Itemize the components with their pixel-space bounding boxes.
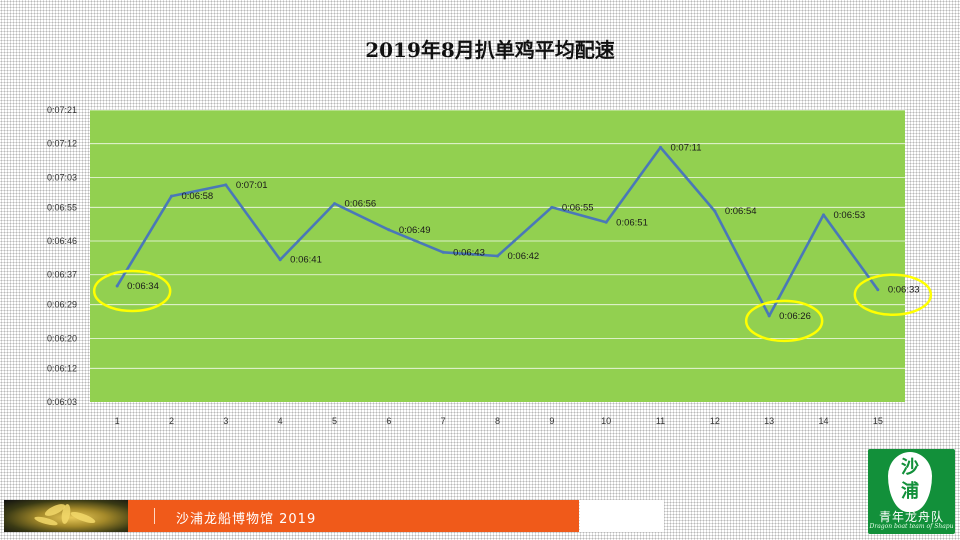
data-label: 0:06:41	[290, 255, 322, 266]
data-label: 0:06:43	[453, 247, 485, 258]
data-point	[767, 314, 771, 318]
data-point	[224, 183, 228, 187]
y-tick-label: 0:06:29	[47, 300, 77, 310]
data-point	[278, 258, 282, 262]
footer-separator	[154, 508, 155, 524]
logo-top-char: 沙	[901, 457, 919, 478]
data-point	[822, 213, 825, 217]
gridlines	[90, 109, 905, 369]
logo-subtext: Dragon boat team of Shapu	[869, 523, 954, 530]
y-tick-label: 0:06:46	[47, 236, 77, 246]
highlight-ellipse	[92, 269, 172, 313]
x-tick-label: 15	[873, 416, 883, 426]
data-label: 0:06:42	[508, 251, 540, 262]
data-label: 0:06:34	[127, 281, 159, 292]
data-labels: 0:06:34 0:06:58 0:07:01 0:06:41 0:06:56 0:06:…	[127, 142, 919, 321]
x-tick-label: 3	[223, 416, 228, 426]
y-axis: 0:06:03 0:06:12 0:06:20 0:06:29 0:06:37 0:06:…	[47, 105, 77, 407]
footer-photo	[4, 500, 128, 532]
chart-title: 2019年8月扒单鸡平均配速	[365, 38, 615, 62]
logo-text: 青年龙舟队	[878, 510, 944, 524]
data-label: 0:06:26	[779, 311, 811, 322]
logo-badge: 沙 浦	[888, 452, 932, 512]
data-point	[441, 250, 445, 254]
y-tick-label: 0:07:12	[47, 139, 77, 149]
x-tick-label: 6	[386, 416, 391, 426]
x-tick-label: 10	[601, 416, 611, 426]
y-tick-label: 0:06:12	[47, 363, 77, 373]
footer-bar: 沙浦龙船博物馆 2019	[4, 500, 579, 532]
logo-bottom-char: 浦	[901, 481, 919, 502]
data-label: 0:06:55	[562, 202, 594, 213]
data-label: 0:06:54	[725, 206, 757, 217]
highlight-ellipses	[92, 269, 933, 343]
data-point	[713, 209, 717, 213]
x-tick-label: 13	[764, 416, 774, 426]
x-tick-label: 8	[495, 416, 500, 426]
x-tick-label: 12	[710, 416, 720, 426]
data-label: 0:06:49	[399, 225, 431, 236]
data-label: 0:07:11	[671, 142, 702, 153]
highlight-ellipse	[744, 299, 824, 343]
data-label: 0:06:51	[616, 217, 648, 228]
data-point	[876, 288, 880, 292]
x-tick-label: 9	[549, 416, 554, 426]
y-tick-label: 0:06:37	[47, 270, 77, 280]
x-tick-label: 14	[818, 416, 828, 426]
series-line-group	[115, 145, 880, 318]
y-tick-label: 0:07:03	[47, 172, 77, 182]
data-label: 0:06:56	[345, 199, 377, 210]
data-label: 0:07:01	[236, 180, 268, 191]
footer-text: 沙浦龙船博物馆 2019	[176, 512, 317, 527]
x-tick-label: 5	[332, 416, 337, 426]
footer-blank-block	[580, 500, 664, 532]
data-label: 0:06:53	[834, 210, 866, 221]
data-point	[387, 228, 391, 232]
data-point	[333, 202, 336, 206]
data-label: 0:06:58	[182, 191, 214, 202]
data-point	[115, 284, 119, 288]
x-tick-label: 11	[656, 416, 665, 426]
data-label: 0:06:33	[888, 285, 920, 296]
x-tick-label: 4	[278, 416, 283, 426]
y-tick-label: 0:06:03	[47, 397, 77, 407]
data-point	[550, 205, 554, 209]
x-tick-label: 2	[169, 416, 174, 426]
y-tick-label: 0:06:55	[47, 202, 77, 212]
y-tick-label: 0:06:20	[47, 333, 77, 343]
data-point	[170, 194, 173, 198]
data-point	[659, 145, 662, 149]
y-tick-label: 0:07:21	[47, 105, 77, 115]
x-tick-label: 7	[441, 416, 446, 426]
data-point	[496, 254, 499, 258]
team-logo: 沙 浦 青年龙舟队 Dragon boat team of Shapu	[868, 449, 955, 534]
x-axis: 1 2 3 4 5 6 7 8 9 10 11 12 13 14 15	[115, 416, 883, 426]
x-tick-label: 1	[115, 416, 120, 426]
data-point	[604, 220, 608, 224]
highlight-ellipse	[853, 273, 933, 316]
